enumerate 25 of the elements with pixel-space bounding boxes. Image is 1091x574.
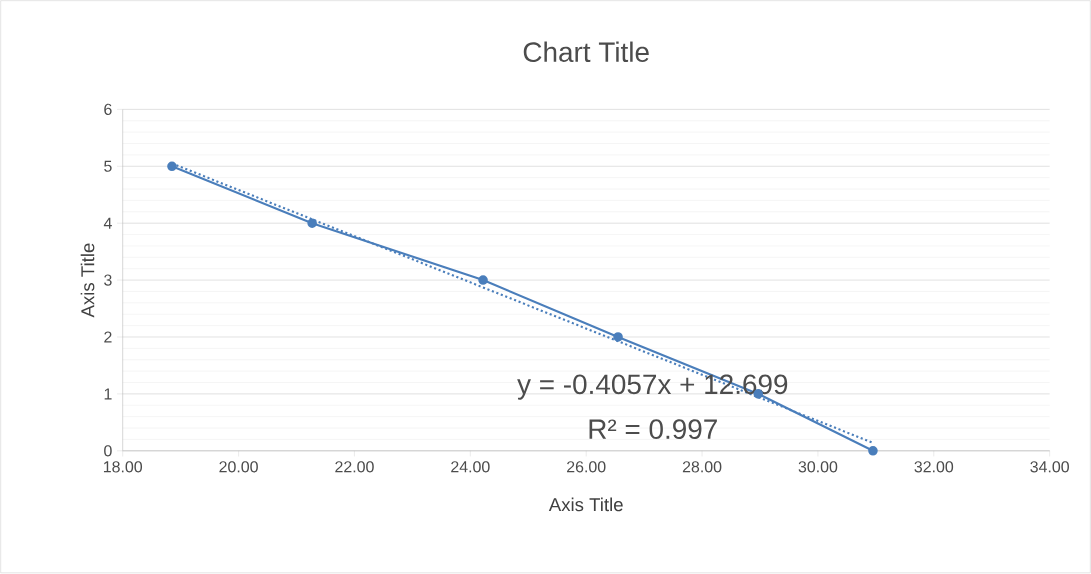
y-tick-label: 2 [104,331,112,343]
x-tick-label: 34.00 [1030,461,1069,473]
x-axis-title: Axis Title [548,497,623,512]
y-tick-label: 5 [104,160,112,173]
x-tick-label: 20.00 [219,461,258,473]
y-tick-label: 4 [103,217,112,229]
x-tick-label: 28.00 [682,461,722,473]
y-tick-label: 6 [104,103,112,116]
x-tick-label: 26.00 [567,461,606,473]
x-tick-label: 30.00 [798,461,838,473]
point [307,218,317,229]
point [167,161,177,172]
chart-title: Chart Title [523,41,649,63]
point [613,332,623,343]
y-tick-label: 1 [104,388,112,400]
point [478,275,488,286]
y-axis-title: Axis Title [80,243,95,318]
x-tick-label: 24.00 [451,461,490,473]
y-tick-label: 3 [104,274,112,286]
point [868,446,878,456]
y-tick-label: 0 [104,445,112,457]
x-tick-label: 32.00 [914,461,954,473]
x-tick-label: 18.00 [103,461,143,473]
x-tick-label: 22.00 [335,461,374,473]
annotation: R² = 0.997 [589,419,717,440]
